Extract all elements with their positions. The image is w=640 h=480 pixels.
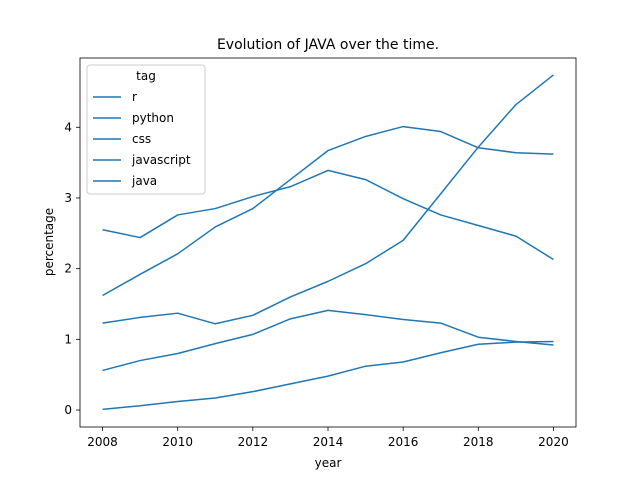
- legend-items: r python css javascript java: [93, 90, 191, 188]
- y-tick-label: 2: [64, 262, 72, 276]
- series-line-java: [102, 169, 554, 261]
- legend: tag r python css javascript java: [86, 64, 206, 195]
- legend-label-r: r: [132, 90, 137, 104]
- x-tick-label: 2008: [87, 435, 118, 449]
- y-tick-label: 3: [64, 191, 72, 205]
- series-line-css: [102, 309, 554, 372]
- y-axis-title: percentage: [42, 208, 56, 276]
- legend-label-python: python: [132, 111, 174, 125]
- chart-title: Evolution of JAVA over the time.: [217, 37, 439, 53]
- series-line-javascript: [102, 74, 554, 325]
- y-tick-label: 4: [64, 120, 72, 134]
- x-tick-label: 2020: [538, 435, 569, 449]
- series-line-r: [102, 340, 554, 411]
- x-tick-label: 2012: [238, 435, 269, 449]
- y-tick-label: 0: [64, 403, 72, 417]
- series-lines: [102, 74, 554, 411]
- y-axis: 0 1 2 3 4: [64, 120, 80, 417]
- x-axis-title: year: [315, 456, 342, 470]
- legend-label-css: css: [132, 132, 151, 146]
- x-tick-label: 2014: [313, 435, 344, 449]
- x-tick-label: 2018: [463, 435, 494, 449]
- y-tick-label: 1: [64, 332, 72, 346]
- legend-label-java: java: [131, 174, 157, 188]
- x-tick-label: 2016: [388, 435, 419, 449]
- legend-label-javascript: javascript: [131, 153, 191, 167]
- legend-title: tag: [136, 69, 156, 83]
- x-tick-label: 2010: [162, 435, 193, 449]
- x-axis: 2008 2010 2012 2014 2016 2018 2020: [87, 427, 569, 449]
